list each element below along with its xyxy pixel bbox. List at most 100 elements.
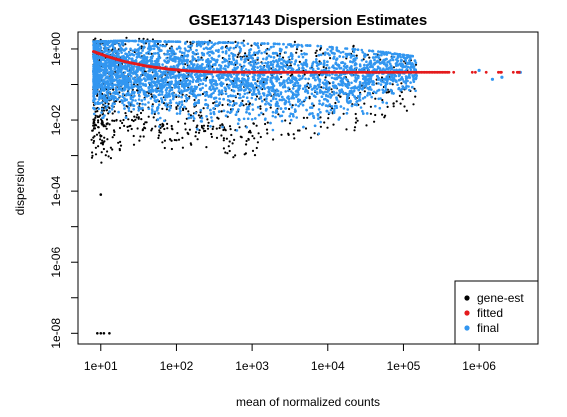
final-point [191, 76, 194, 79]
final-point [144, 103, 147, 106]
final-point [128, 107, 131, 110]
final-point [221, 126, 224, 129]
final-point [312, 77, 315, 80]
final-point [251, 97, 254, 100]
final-point [239, 97, 242, 100]
final-point [289, 43, 292, 46]
gene-est-point [256, 95, 258, 97]
final-point [289, 66, 292, 69]
gene-est-point [143, 38, 145, 40]
gene-est-point [221, 104, 223, 106]
final-point [257, 62, 260, 65]
final-point [342, 56, 345, 59]
final-point [219, 68, 222, 71]
gene-est-point [400, 82, 402, 84]
final-point [362, 112, 365, 115]
gene-est-point [266, 129, 268, 131]
final-point [255, 43, 258, 46]
final-point [250, 55, 253, 58]
gene-est-point [319, 116, 321, 118]
gene-est-point [185, 128, 187, 130]
gene-est-point [400, 103, 402, 105]
final-point [206, 65, 209, 68]
final-point [366, 94, 369, 97]
gene-est-point [108, 155, 110, 157]
final-point [111, 108, 114, 111]
gene-est-point [122, 119, 124, 121]
gene-est-point [151, 128, 153, 130]
gene-est-point [393, 102, 395, 104]
final-point [120, 51, 123, 54]
gene-est-point [101, 121, 103, 123]
final-point [375, 53, 378, 56]
final-point [272, 60, 275, 63]
final-point [115, 89, 118, 92]
final-point [151, 108, 154, 111]
final-point [132, 108, 135, 111]
gene-est-point [204, 130, 206, 132]
final-point [255, 98, 258, 101]
final-point [279, 55, 282, 58]
gene-est-point [131, 128, 133, 130]
gene-est-point [93, 135, 95, 137]
final-point [360, 106, 363, 109]
final-point [331, 105, 334, 108]
gene-est-point [236, 56, 238, 58]
gene-est-point [368, 57, 370, 59]
final-point [350, 82, 353, 85]
final-point [361, 51, 364, 54]
final-point [229, 80, 232, 83]
final-point [229, 94, 232, 97]
final-point [181, 100, 184, 103]
gene-est-point [166, 108, 168, 110]
final-point [179, 106, 182, 109]
final-point [291, 57, 294, 60]
final-point [212, 86, 215, 89]
gene-est-point [111, 148, 113, 150]
final-point [404, 59, 407, 62]
final-point [406, 62, 409, 65]
final-point [205, 84, 208, 87]
final-point [109, 91, 112, 94]
final-point [260, 52, 263, 55]
gene-est-point [228, 145, 230, 147]
final-point [251, 118, 254, 121]
gene-est-point [246, 140, 248, 142]
gene-est-point [133, 135, 135, 137]
final-point [239, 93, 242, 96]
final-point [304, 78, 307, 81]
gene-est-point [136, 114, 138, 116]
final-point [264, 103, 267, 106]
gene-est-point [219, 127, 221, 129]
gene-est-point [106, 138, 108, 140]
final-point [144, 84, 147, 87]
gene-est-point [259, 108, 261, 110]
final-point [161, 93, 164, 96]
final-point [259, 65, 262, 68]
gene-est-point [154, 125, 156, 127]
gene-est-point [249, 102, 251, 104]
gene-est-point [355, 122, 357, 124]
final-point [357, 48, 360, 51]
final-point [344, 47, 347, 50]
final-point [184, 47, 187, 50]
gene-est-point [129, 125, 131, 127]
final-point [281, 96, 284, 99]
final-point [196, 63, 199, 66]
gene-est-point [212, 128, 214, 130]
final-point [351, 105, 354, 108]
gene-est-point [171, 125, 173, 127]
final-point [333, 93, 336, 96]
final-point [117, 111, 120, 114]
gene-est-point [126, 126, 128, 128]
final-point [247, 100, 250, 103]
final-point [209, 94, 212, 97]
final-point [275, 98, 278, 101]
final-point [183, 106, 186, 109]
final-point [159, 44, 162, 47]
gene-est-point [190, 142, 192, 144]
final-point [177, 64, 180, 67]
gene-est-point [238, 126, 240, 128]
gene-est-point [295, 52, 297, 54]
gene-est-point [105, 154, 107, 156]
